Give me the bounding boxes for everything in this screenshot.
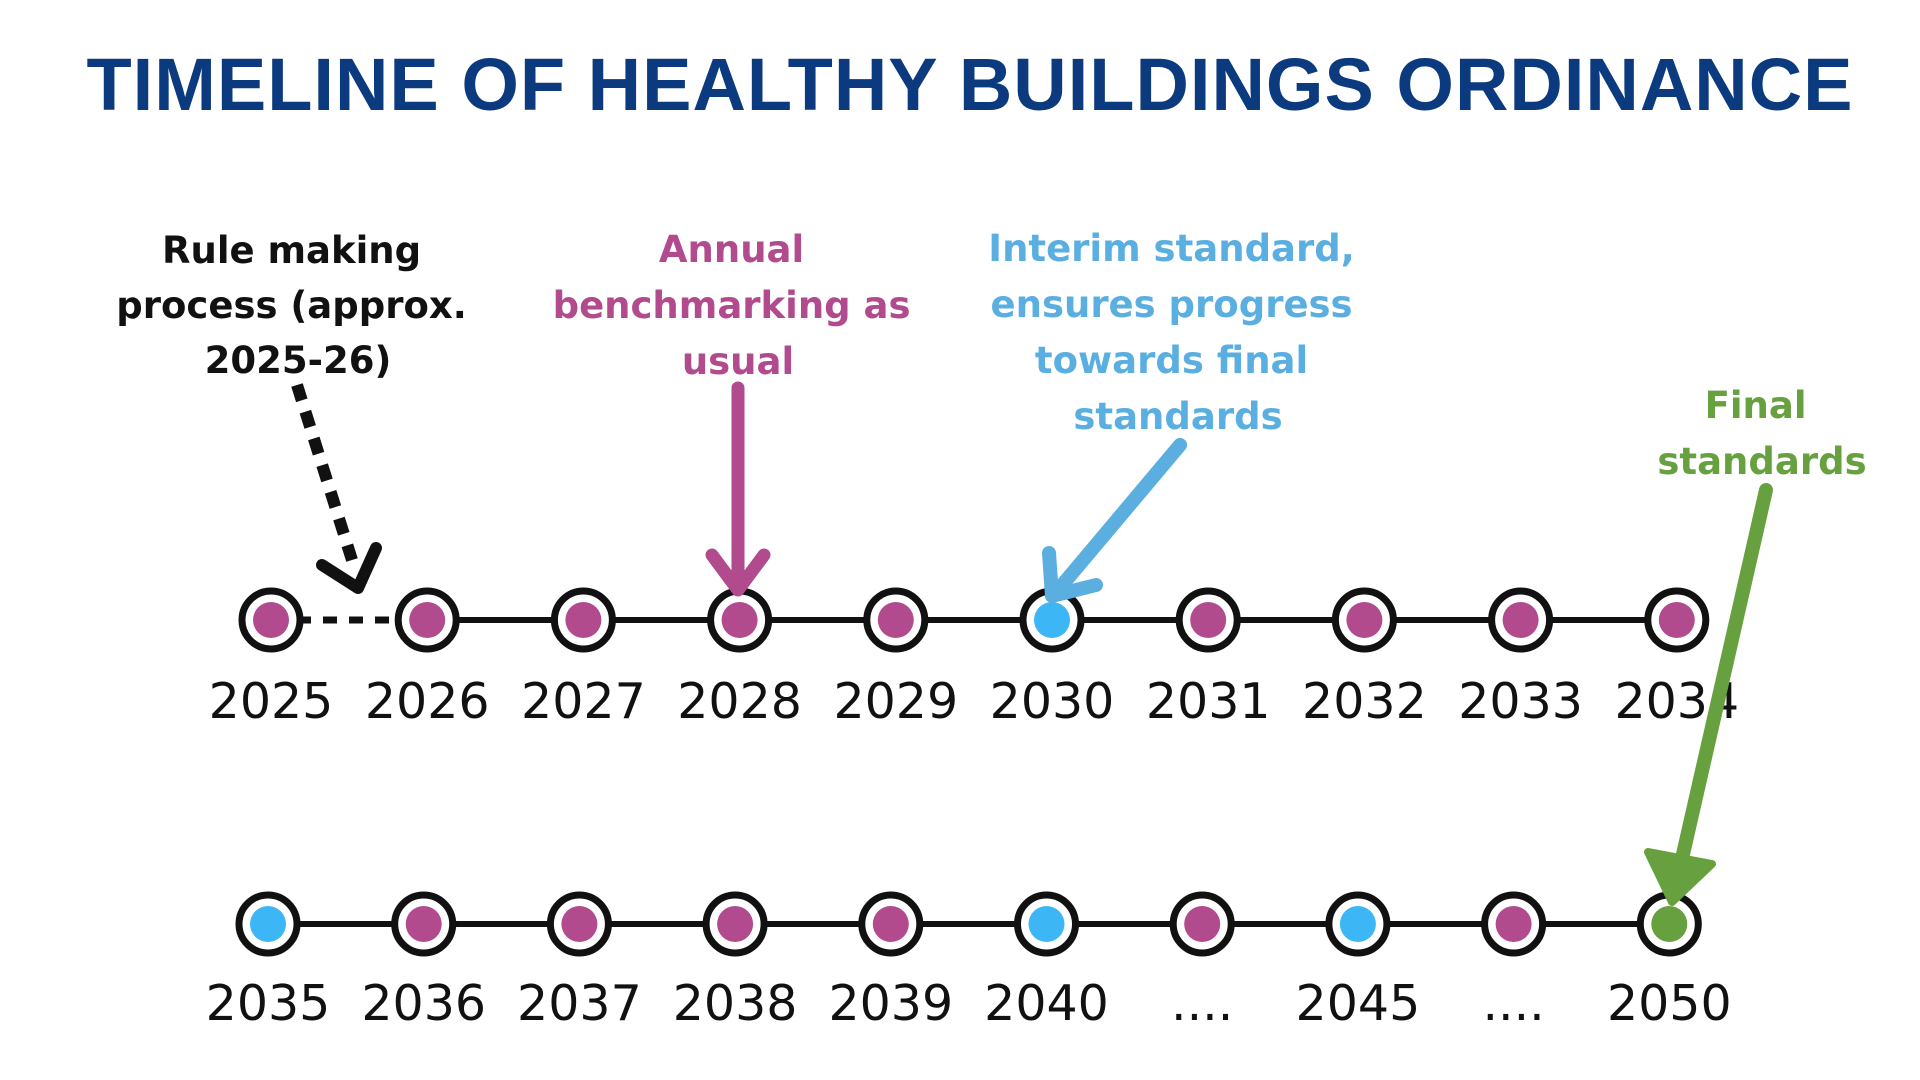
rule-making-arrowhead (316, 542, 382, 594)
final-line-2: standards (1657, 440, 1866, 483)
milestone-year-label: 2026 (365, 673, 490, 730)
milestone-node-benchmark (391, 891, 457, 957)
rule-making-line-1: Rule making (162, 229, 421, 272)
milestone-dot-benchmark (565, 602, 602, 638)
milestone-node-benchmark (1488, 587, 1554, 653)
milestone-dot-benchmark (409, 602, 446, 638)
milestone-node-interim (1014, 891, 1079, 957)
milestone-dot-interim (250, 906, 286, 942)
milestone-node-final (1636, 891, 1702, 957)
benchmarking-arrowhead (705, 548, 771, 597)
milestone-node-benchmark (1175, 587, 1241, 653)
rule-making-note: Rule making process (approx. 2025-26) (116, 229, 479, 382)
timeline-rows: 2025 2026 2027 2028 2029 2030 2031 2032 2033 2034… (206, 587, 1739, 1032)
milestone-year-label: .... (1482, 975, 1544, 1032)
milestone-year-label: 2040 (984, 975, 1109, 1032)
milestone-year-label: 2050 (1607, 975, 1732, 1032)
final-line-1: Final (1705, 384, 1807, 427)
milestone-dot-benchmark (872, 906, 909, 942)
milestone-year-label: 2028 (677, 673, 802, 730)
milestone-node-interim (1325, 891, 1391, 957)
milestone-dot-benchmark (253, 602, 289, 638)
milestone-node-benchmark (702, 891, 768, 957)
milestone-year-label: 2027 (521, 673, 646, 730)
milestone-year-label: 2045 (1296, 975, 1421, 1032)
milestone-dot-benchmark (721, 602, 758, 638)
timeline-row-2: 2035 2036 2037 2038 2039 2040.... 2045.... 2050 (206, 891, 1732, 1032)
interim-line-2: ensures progress (991, 283, 1353, 326)
milestone-dot-interim (1034, 602, 1070, 638)
milestone-dot-benchmark (1346, 602, 1383, 638)
milestone-dot-interim (1028, 906, 1065, 942)
milestone-year-label: 2036 (361, 975, 486, 1032)
milestone-node-benchmark (394, 587, 460, 653)
milestone-node-benchmark (550, 587, 616, 653)
milestone-dot-interim (1339, 906, 1376, 942)
benchmarking-line-2: benchmarking as (553, 284, 911, 327)
annotation-arrows (291, 381, 1773, 906)
milestone-year-label: 2033 (1458, 673, 1583, 730)
milestone-dot-benchmark (561, 906, 598, 942)
milestone-year-label: 2038 (673, 975, 798, 1032)
milestone-dot-benchmark (405, 906, 442, 942)
milestone-dot-benchmark (1190, 602, 1227, 638)
milestone-year-label: 2037 (517, 975, 642, 1032)
rule-making-line-3: 2025-26) (205, 339, 392, 382)
milestone-dot-benchmark (717, 906, 754, 942)
benchmarking-line-3: usual (682, 340, 794, 383)
interim-note: Interim standard, ensures progress towar… (988, 227, 1367, 438)
milestone-dot-benchmark (1658, 602, 1695, 638)
page-title: TIMELINE OF HEALTHY BUILDINGS ORDINANCE (86, 43, 1853, 126)
interim-line-3: towards final (1035, 339, 1308, 382)
milestone-node-benchmark (707, 587, 773, 653)
milestone-dot-final (1651, 906, 1688, 942)
timeline-row-1: 2025 2026 2027 2028 2029 2030 2031 2032 2033 2034 (209, 587, 1739, 730)
milestone-node-benchmark (1644, 587, 1710, 653)
milestone-year-label: 2030 (990, 673, 1115, 730)
milestone-node-benchmark (858, 891, 924, 957)
milestone-year-label: 2039 (828, 975, 953, 1032)
milestone-node-benchmark (1481, 891, 1547, 957)
milestone-node-benchmark (546, 891, 612, 957)
milestone-node-benchmark (1331, 587, 1397, 653)
milestone-year-label: 2031 (1146, 673, 1271, 730)
rule-making-arrow-shaft (291, 383, 358, 562)
interim-line-1: Interim standard, (988, 227, 1355, 270)
benchmarking-note: Annual benchmarking as usual (553, 228, 924, 383)
rule-making-line-2: process (approx. (116, 284, 467, 327)
milestone-node-benchmark (238, 587, 304, 653)
milestone-dot-benchmark (1502, 602, 1539, 638)
milestone-year-label: .... (1171, 975, 1233, 1032)
milestone-dot-benchmark (877, 602, 914, 638)
milestone-year-label: 2029 (833, 673, 958, 730)
final-arrowhead (1644, 848, 1716, 906)
milestone-node-benchmark (863, 587, 929, 653)
benchmarking-line-1: Annual (659, 228, 804, 271)
milestone-node-interim (235, 891, 301, 957)
milestone-year-label: 2032 (1302, 673, 1427, 730)
interim-line-4: standards (1073, 395, 1282, 438)
interim-arrowhead (1042, 546, 1103, 603)
interim-arrow-shaft (1051, 438, 1187, 597)
milestone-dot-benchmark (1495, 906, 1532, 942)
milestone-dot-benchmark (1184, 906, 1221, 942)
final-note: Final standards (1657, 384, 1866, 483)
milestone-node-benchmark (1169, 891, 1235, 957)
milestone-year-label: 2035 (206, 975, 331, 1032)
milestone-year-label: 2025 (209, 673, 334, 730)
final-arrow-shaft (1669, 483, 1773, 892)
